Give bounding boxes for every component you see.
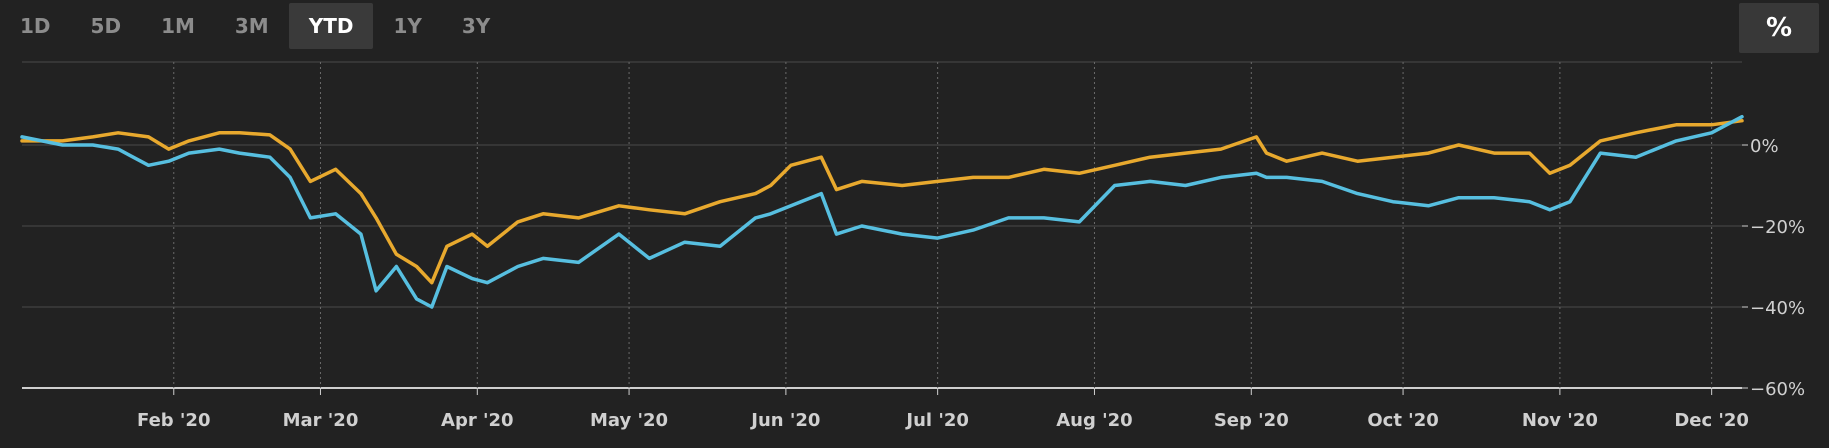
x-tick-label: May '20 bbox=[590, 410, 668, 431]
x-tick-label: Nov '20 bbox=[1522, 410, 1598, 431]
y-tick-label: −40% bbox=[1750, 298, 1805, 319]
x-tick-label: Aug '20 bbox=[1056, 410, 1132, 431]
range-button-5d[interactable]: 5D bbox=[90, 14, 122, 38]
x-tick-label: Jun '20 bbox=[749, 410, 820, 431]
range-button-3m[interactable]: 3M bbox=[234, 14, 269, 38]
y-tick-label: −60% bbox=[1750, 379, 1805, 400]
x-tick-label: Dec '20 bbox=[1674, 410, 1749, 431]
range-button-ytd[interactable]: YTD bbox=[288, 3, 374, 49]
range-button-1y[interactable]: 1Y bbox=[393, 14, 422, 38]
x-tick-label: Feb '20 bbox=[137, 410, 211, 431]
percent-toggle-button[interactable]: % bbox=[1739, 3, 1819, 53]
range-selector: 1D 5D 1M 3M YTD 1Y 3Y bbox=[0, 3, 510, 49]
y-tick-label: 0% bbox=[1750, 136, 1779, 157]
x-tick-label: Apr '20 bbox=[441, 410, 514, 431]
y-tick-label: −20% bbox=[1750, 217, 1805, 238]
x-tick-label: Oct '20 bbox=[1367, 410, 1438, 431]
series-line-1 bbox=[20, 118, 1744, 285]
range-button-1m[interactable]: 1M bbox=[161, 14, 195, 38]
x-tick-label: Mar '20 bbox=[283, 410, 359, 431]
series-line-2 bbox=[20, 114, 1744, 309]
x-tick-label: Sep '20 bbox=[1214, 410, 1289, 431]
x-tick-label: Jul '20 bbox=[904, 410, 969, 431]
range-button-3y[interactable]: 3Y bbox=[461, 14, 491, 38]
range-button-1d[interactable]: 1D bbox=[20, 14, 51, 38]
